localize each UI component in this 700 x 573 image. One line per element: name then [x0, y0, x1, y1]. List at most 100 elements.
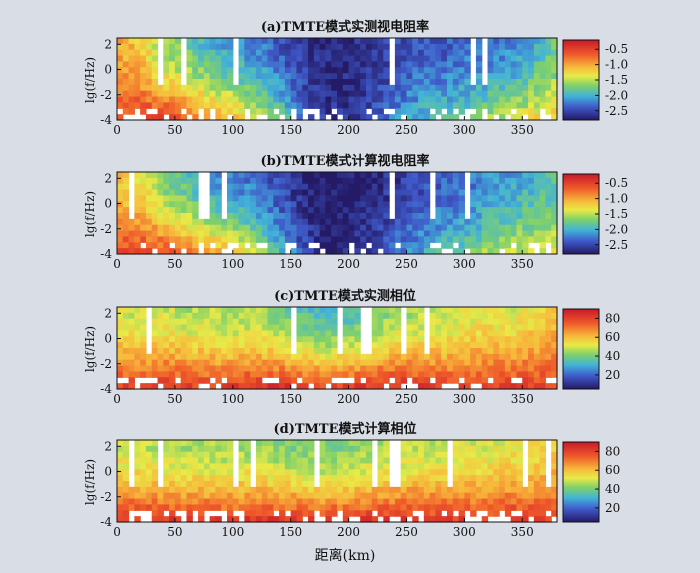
heatmap-cell [151, 342, 159, 349]
y-tick-label: 2 [104, 37, 112, 51]
heatmap-cell [157, 108, 164, 115]
heatmap-cell [533, 365, 541, 373]
heatmap-cell [342, 481, 350, 488]
heatmap-cell [504, 230, 512, 238]
heatmap-cell [302, 377, 309, 384]
heatmap-cell [371, 486, 379, 494]
heatmap-cell [284, 207, 292, 214]
heatmap-cell [273, 67, 280, 74]
heatmap-cell [470, 307, 477, 314]
heatmap-cell [365, 236, 373, 243]
heatmap-cell [261, 451, 269, 459]
heatmap-cell [533, 38, 541, 45]
heatmap-cell [255, 463, 263, 470]
heatmap-cell [499, 218, 506, 226]
heatmap-cell [528, 38, 535, 45]
heatmap-cell [134, 348, 141, 355]
heatmap-cell [250, 510, 257, 517]
heatmap-cell [412, 38, 419, 45]
heatmap-cell [423, 248, 431, 255]
heatmap-cell [122, 383, 130, 390]
heatmap-cell [499, 498, 506, 506]
heatmap-cell [360, 38, 367, 45]
heatmap-cell [551, 457, 558, 465]
heatmap-cell [383, 67, 390, 74]
heatmap-cell [215, 177, 222, 185]
heatmap-cell [394, 61, 402, 68]
heatmap-cell [279, 371, 286, 378]
heatmap-cell [504, 108, 512, 115]
heatmap-cell [261, 102, 269, 109]
heatmap-cell [157, 96, 164, 104]
heatmap-cell [354, 67, 361, 74]
heatmap-cell [227, 463, 234, 470]
heatmap-cell [423, 492, 431, 500]
heatmap-cell [244, 510, 251, 517]
heatmap-cell [429, 96, 437, 104]
heatmap-cell [198, 61, 205, 68]
heatmap-cell [169, 84, 176, 92]
heatmap-cell [487, 342, 494, 349]
heatmap-cell [157, 318, 164, 326]
heatmap-cell [435, 61, 442, 68]
heatmap-cell [377, 213, 384, 220]
heatmap-cell [447, 318, 454, 326]
heatmap-cell [261, 248, 269, 255]
heatmap-cell [174, 201, 182, 208]
heatmap-cell [284, 451, 292, 459]
heatmap-cell [464, 224, 471, 232]
heatmap-cell [279, 183, 286, 191]
heatmap-cell [493, 43, 500, 51]
heatmap-cell [261, 90, 269, 98]
heatmap-cell [418, 67, 425, 74]
heatmap-cell [441, 371, 448, 378]
heatmap-cell [533, 330, 541, 337]
heatmap-cell [250, 516, 257, 523]
heatmap-cell [215, 336, 222, 343]
heatmap-cell [325, 498, 332, 506]
heatmap-cell [435, 79, 442, 86]
heatmap-cell [354, 90, 361, 98]
heatmap-cell [296, 457, 303, 465]
heatmap-cell [516, 49, 523, 57]
heatmap-cell [244, 342, 251, 349]
heatmap-cell [383, 61, 390, 68]
heatmap-cell [510, 371, 518, 378]
heatmap-cell [412, 177, 419, 185]
heatmap-cell [134, 445, 141, 453]
heatmap-cell [389, 90, 396, 98]
heatmap-cell [539, 61, 547, 68]
heatmap-cell [232, 224, 240, 232]
y-tick-label: 0 [104, 465, 112, 479]
heatmap-cell [169, 207, 176, 214]
heatmap-cell [203, 230, 211, 238]
heatmap-cell [198, 67, 205, 74]
heatmap-cell [377, 230, 384, 238]
heatmap-cell [499, 38, 506, 45]
heatmap-cell [319, 481, 327, 488]
heatmap-cell [238, 463, 245, 470]
heatmap-cell [209, 90, 217, 98]
heatmap-cell [389, 102, 396, 109]
heatmap-cell [232, 348, 240, 355]
heatmap-cell [151, 365, 159, 373]
heatmap-cell [342, 248, 350, 255]
heatmap-cell [348, 371, 355, 378]
heatmap-cell [441, 324, 448, 332]
heatmap-cell [140, 213, 147, 220]
heatmap-cell [360, 102, 367, 109]
heatmap-cell [325, 348, 332, 355]
heatmap-cell [487, 201, 494, 208]
heatmap-cell [255, 353, 263, 361]
heatmap-cell [284, 353, 292, 361]
heatmap-cell [203, 114, 211, 121]
heatmap-cell [331, 510, 338, 517]
heatmap-cell [244, 336, 251, 343]
heatmap-cell [279, 498, 286, 506]
heatmap-cell [227, 84, 234, 92]
heatmap-cell [365, 55, 373, 63]
heatmap-cell [163, 353, 170, 361]
heatmap-cell [394, 359, 402, 367]
heatmap-cell [284, 114, 292, 121]
heatmap-cell [342, 201, 350, 208]
